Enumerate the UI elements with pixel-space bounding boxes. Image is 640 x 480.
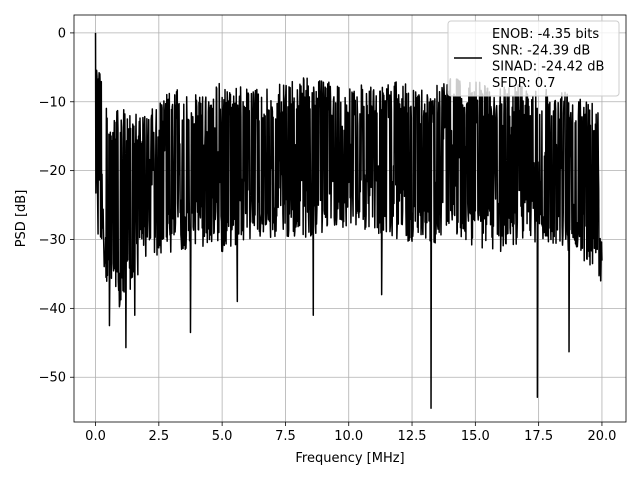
x-tick-label: 2.5: [148, 429, 169, 444]
y-tick-label: 0: [58, 26, 66, 41]
x-axis-ticks: 0.0 2.5 5.0 7.5 10.0 12.5 15.0 17.5 20.0: [85, 422, 616, 444]
legend: ENOB: -4.35 bits SNR: -24.39 dB SINAD: -24…: [447, 20, 620, 97]
legend-box: [447, 20, 620, 97]
x-tick-label: 0.0: [85, 429, 106, 444]
x-axis-label: Frequency [MHz]: [295, 451, 404, 466]
x-tick-label: 7.5: [275, 429, 296, 444]
legend-label: ENOB: -4.35 bits SNR: -24.39 dB SINAD: -24…: [492, 27, 604, 91]
x-tick-label: 12.5: [398, 429, 427, 444]
legend-line-text: SINAD: -24.42 dB: [492, 60, 604, 75]
x-tick-label: 15.0: [461, 429, 490, 444]
y-tick-label: −20: [39, 164, 66, 179]
y-tick-label: −50: [39, 371, 66, 386]
y-tick-label: −40: [39, 302, 66, 317]
x-tick-label: 10.0: [334, 429, 363, 444]
x-tick-label: 20.0: [587, 429, 616, 444]
plot-frame: [73, 14, 627, 423]
psd-trace: [94, 32, 603, 409]
x-tick-label: 17.5: [524, 429, 553, 444]
x-tick-label: 5.0: [212, 429, 233, 444]
legend-line-text: SNR: -24.39 dB: [492, 43, 590, 58]
y-axis-ticks: 0 −10 −20 −30 −40 −50: [39, 26, 74, 386]
y-tick-label: −10: [39, 95, 66, 110]
legend-line-text: SFDR: 0.7: [492, 76, 556, 91]
legend-line-text: ENOB: -4.35 bits: [492, 27, 599, 42]
psd-line: [94, 32, 603, 409]
y-axis-label: PSD [dB]: [14, 190, 29, 248]
y-tick-label: −30: [39, 233, 66, 248]
